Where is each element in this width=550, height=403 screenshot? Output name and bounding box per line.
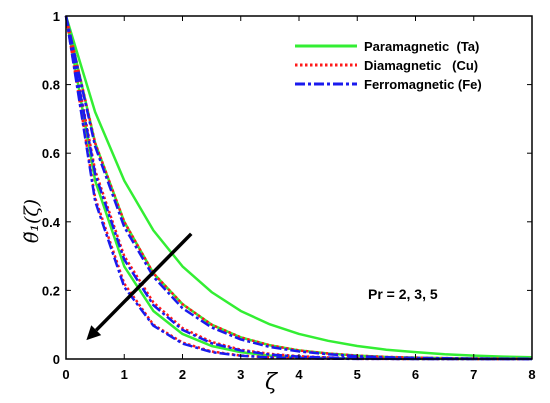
x-tick-label: 0 [62, 367, 69, 382]
y-tick-label: 0.6 [42, 146, 60, 161]
x-tick-label: 2 [179, 367, 186, 382]
x-tick-label: 7 [470, 367, 477, 382]
x-tick-label: 6 [412, 367, 419, 382]
y-tick-label: 0.4 [42, 215, 61, 230]
y-tick-label: 0.8 [42, 78, 60, 93]
axis-ticks: 0 1 2 3 4 5 6 7 8 0 0.2 0.4 0.6 0.8 1 [42, 9, 536, 382]
x-tick-label: 8 [528, 367, 535, 382]
arrow-head [86, 325, 102, 341]
legend: Paramagnetic (Ta) Diamagnetic (Cu) Ferroma… [295, 39, 482, 92]
pr-annotation: Pr = 2, 3, 5 [368, 286, 438, 302]
x-tick-label: 5 [354, 367, 361, 382]
series-line-solid-pr2 [64, 15, 533, 359]
arrow-shaft [94, 232, 193, 332]
y-tick-label: 1 [53, 9, 60, 24]
x-tick-label: 3 [237, 367, 244, 382]
pr-arrow [86, 232, 193, 341]
legend-label: Diamagnetic (Cu) [364, 58, 478, 73]
series-line-dashdot-pr2 [64, 15, 533, 361]
y-tick-label: 0 [53, 352, 60, 367]
legend-label: Paramagnetic (Ta) [364, 39, 479, 54]
y-tick-label: 0.2 [42, 283, 60, 298]
legend-label: Ferromagnetic (Fe) [364, 77, 482, 92]
y-axis-label: θ̃₁(ζ) [21, 199, 43, 243]
x-tick-label: 1 [121, 367, 128, 382]
x-tick-label: 4 [295, 367, 303, 382]
x-axis-label: ζ [265, 370, 279, 395]
